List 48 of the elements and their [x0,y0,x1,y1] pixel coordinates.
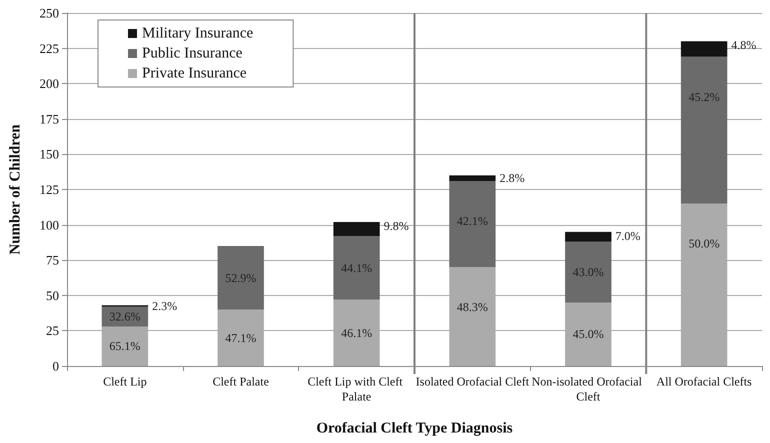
legend-label: Private Insurance [142,66,247,82]
annotation: 50.0% [688,236,720,251]
annotation: 46.1% [341,326,372,340]
annotation: 4.8% [731,38,756,52]
y-axis-title: Number of Children [8,124,24,255]
legend-label: Military Insurance [142,26,254,42]
x-tick-label: Cleft Lip [103,374,147,388]
bar [333,236,380,300]
bar [680,56,728,204]
y-tick-label: 225 [40,40,59,56]
x-axis-title: Orofacial Cleft Type Diagnosis [316,420,513,436]
bar [449,175,496,182]
x-tick-label: Cleft Lip with Cleft Palate [308,374,406,404]
annotation: 45.0% [572,327,604,342]
bar [565,242,612,302]
x-tick-label: All Orofacial Clefts [656,374,752,388]
annotation: 2.3% [152,298,178,313]
annotation: 32.6% [109,310,140,324]
annotation: 7.0% [615,228,640,243]
bar [680,41,728,57]
bar [218,246,264,310]
y-tick-label: 0 [52,358,59,374]
annotation: 42.1% [456,214,488,228]
x-tick-label: Isolated Orofacial Cleft [416,374,530,388]
annotation: 47.1% [225,330,256,345]
annotation: 44.1% [341,260,372,275]
y-tick-label: 200 [40,76,59,92]
bar [449,181,496,268]
legend-label: Public Insurance [142,46,243,62]
y-tick-label: 250 [40,6,59,20]
annotation: 45.2% [688,90,720,104]
y-tick-label: 175 [40,111,59,126]
y-tick-label: 25 [46,323,59,338]
y-tick-label: 100 [40,217,59,232]
annotation: 9.8% [384,218,409,233]
annotation: 48.3% [456,300,488,314]
x-tick-label: Non-isolated Orofacial Cleft [532,374,645,404]
x-tick-label: Cleft Palate [212,374,269,388]
annotation: 43.0% [572,265,604,280]
bar [333,222,380,236]
bar [565,232,612,242]
y-tick-label: 150 [40,146,59,162]
annotation: 52.9% [225,270,256,285]
y-tick-label: 75 [46,252,59,268]
y-tick-label: 125 [40,182,59,197]
annotation: 2.8% [500,171,525,186]
annotation: 65.1% [109,339,140,354]
y-tick-label: 50 [46,288,59,303]
